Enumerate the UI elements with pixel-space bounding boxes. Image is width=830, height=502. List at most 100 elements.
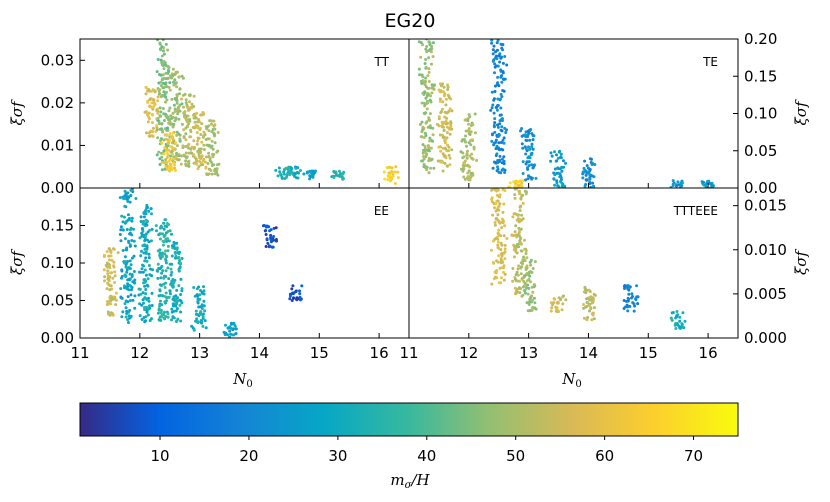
data-point (519, 272, 523, 276)
data-point (124, 315, 128, 319)
data-point (438, 145, 442, 149)
data-point (144, 218, 148, 222)
data-point (146, 120, 150, 124)
data-point (497, 54, 501, 58)
data-point (527, 164, 531, 168)
data-point (206, 137, 210, 141)
data-point (175, 101, 179, 105)
data-point (144, 256, 148, 260)
data-point (500, 226, 504, 230)
data-point (447, 94, 451, 98)
data-point (200, 307, 204, 311)
panel-ee: EE 0.00 0.05 0.10 0.15 ξσf 11 12 13 14 15 16 (8, 187, 410, 362)
data-point (502, 78, 506, 81)
data-point (588, 298, 591, 302)
data-point (169, 273, 173, 277)
data-point (172, 122, 176, 126)
data-point (625, 300, 629, 303)
data-point (145, 259, 149, 263)
data-point (161, 86, 165, 90)
data-point (519, 249, 523, 253)
data-point (156, 58, 160, 61)
data-point (549, 159, 553, 163)
data-point (118, 233, 122, 236)
data-point (622, 284, 626, 288)
data-point (521, 160, 525, 164)
data-point (469, 171, 473, 175)
data-point (196, 126, 200, 130)
data-point (109, 284, 113, 288)
data-point (627, 292, 631, 296)
data-point (517, 184, 521, 188)
data-point (516, 273, 520, 277)
data-point (437, 115, 441, 119)
data-point (587, 303, 591, 307)
data-point (553, 183, 557, 187)
data-point (499, 42, 503, 46)
data-point (172, 295, 176, 299)
data-point (180, 122, 184, 126)
data-point (180, 97, 183, 101)
data-point (705, 181, 709, 185)
data-point (124, 286, 128, 290)
data-point (109, 250, 113, 254)
data-point (264, 245, 268, 248)
data-point (679, 325, 683, 329)
data-point (171, 315, 175, 319)
data-point (170, 168, 174, 172)
data-point (168, 88, 172, 92)
y-axis-label: ξσf (8, 99, 26, 126)
data-point (497, 147, 501, 151)
data-point (421, 43, 425, 47)
data-point (188, 117, 192, 121)
data-point (495, 108, 499, 112)
data-point (427, 159, 431, 163)
data-point (194, 309, 198, 313)
data-point (167, 85, 171, 89)
data-point (523, 281, 527, 285)
data-point (142, 301, 145, 305)
data-point (204, 326, 208, 330)
data-point (502, 270, 505, 274)
data-point (424, 155, 428, 158)
data-point (593, 163, 597, 166)
data-point (113, 295, 117, 299)
data-point (142, 220, 145, 223)
data-point (520, 184, 524, 188)
data-point (447, 145, 451, 149)
data-point (493, 130, 497, 134)
data-point (494, 216, 498, 220)
data-point (462, 155, 466, 159)
data-point (168, 106, 172, 110)
data-point (199, 310, 203, 314)
data-point (491, 166, 495, 170)
data-point (428, 124, 432, 128)
data-point (503, 171, 507, 174)
data-point (588, 182, 592, 185)
data-point (519, 266, 523, 270)
data-point (197, 314, 201, 318)
data-point (394, 165, 398, 169)
data-point (147, 115, 151, 119)
data-point (123, 302, 127, 306)
data-point (514, 247, 518, 251)
data-point (461, 163, 465, 167)
data-point (196, 149, 200, 153)
data-point (438, 97, 442, 101)
data-point (342, 170, 346, 174)
data-point (417, 67, 421, 71)
data-point (493, 117, 497, 121)
data-point (174, 141, 177, 145)
data-point (526, 292, 530, 296)
data-point (195, 111, 199, 115)
data-point (499, 92, 503, 96)
data-point (166, 126, 169, 130)
data-point (166, 128, 170, 132)
data-point (213, 141, 217, 145)
data-point (299, 298, 302, 302)
data-point (121, 228, 125, 232)
data-point (282, 172, 286, 176)
data-point (179, 162, 183, 166)
data-point (159, 276, 163, 280)
data-point (169, 163, 173, 167)
